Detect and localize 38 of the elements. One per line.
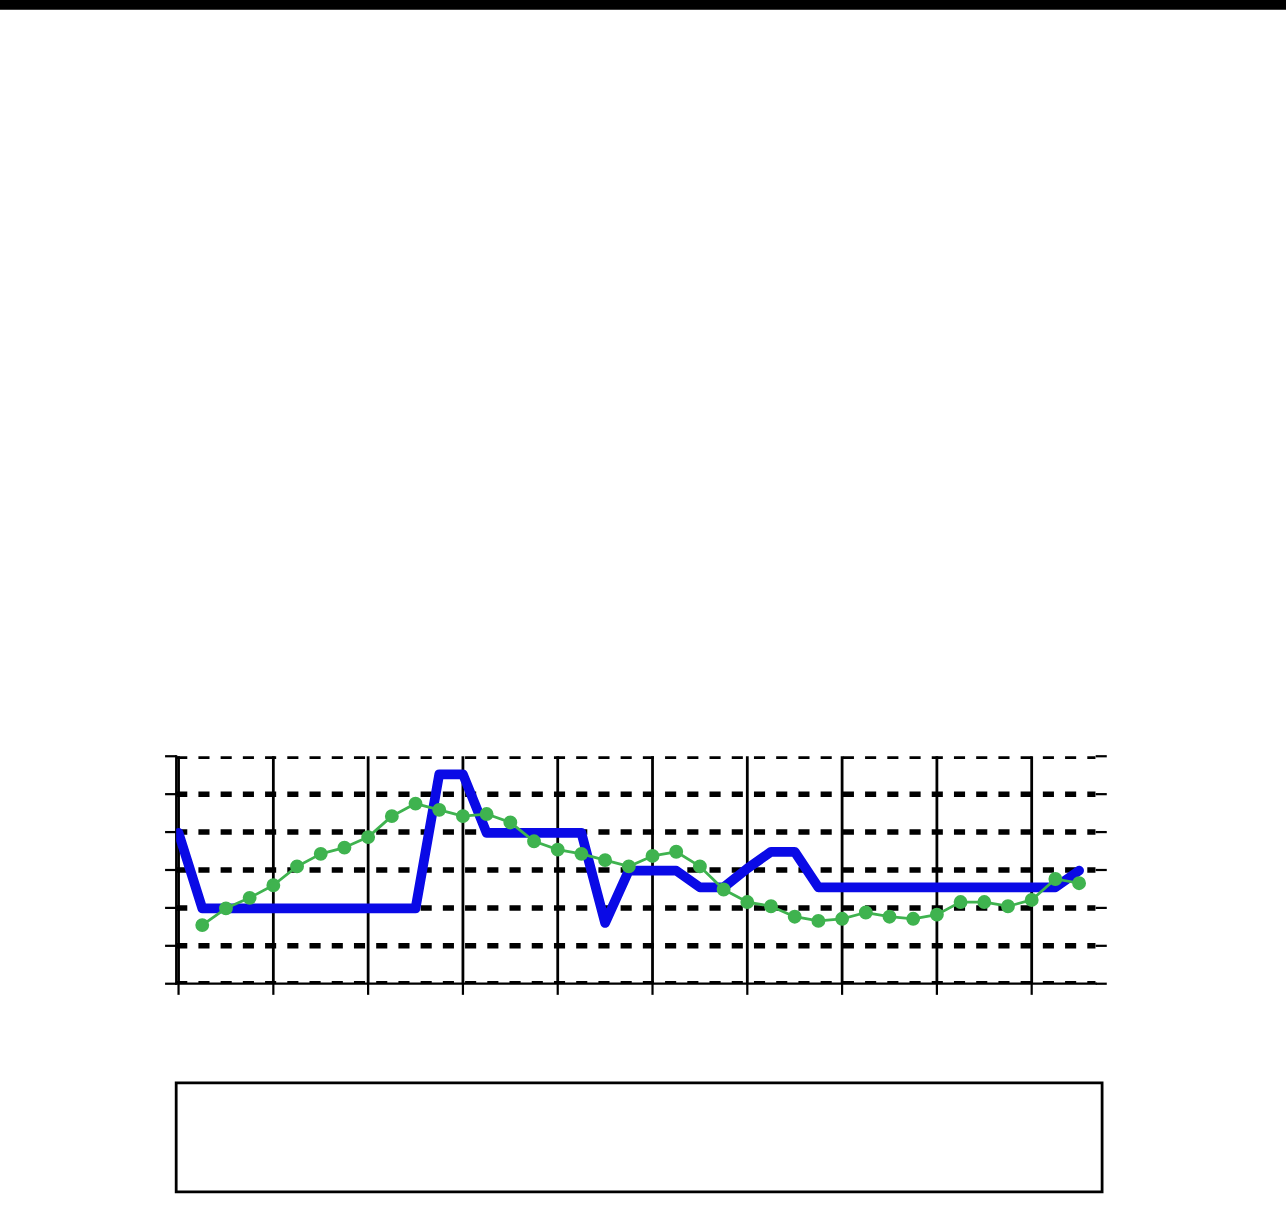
point xyxy=(574,846,589,861)
point xyxy=(408,796,423,811)
point xyxy=(882,909,897,924)
point xyxy=(977,895,992,909)
point xyxy=(811,913,826,928)
point xyxy=(195,918,210,933)
point xyxy=(787,909,802,924)
point xyxy=(1072,876,1087,891)
point xyxy=(858,905,873,920)
point xyxy=(645,849,660,863)
point xyxy=(764,899,778,914)
point xyxy=(1024,893,1039,907)
point xyxy=(455,809,470,824)
point xyxy=(550,842,565,857)
point xyxy=(598,853,613,868)
point xyxy=(953,895,968,909)
point xyxy=(313,846,328,861)
point xyxy=(740,895,755,909)
point xyxy=(835,911,850,926)
point xyxy=(503,815,518,830)
point xyxy=(384,809,399,824)
point xyxy=(361,830,376,845)
point xyxy=(432,802,447,817)
point xyxy=(266,878,281,893)
point xyxy=(621,859,636,874)
point xyxy=(669,844,684,859)
point xyxy=(242,890,257,905)
point xyxy=(337,840,352,855)
point xyxy=(716,882,731,897)
point xyxy=(1048,872,1063,886)
point xyxy=(692,859,707,874)
point xyxy=(929,907,944,922)
point xyxy=(906,911,921,926)
point xyxy=(219,901,233,916)
point xyxy=(479,807,494,822)
point xyxy=(290,859,304,874)
point xyxy=(527,834,541,849)
point xyxy=(1001,899,1015,914)
